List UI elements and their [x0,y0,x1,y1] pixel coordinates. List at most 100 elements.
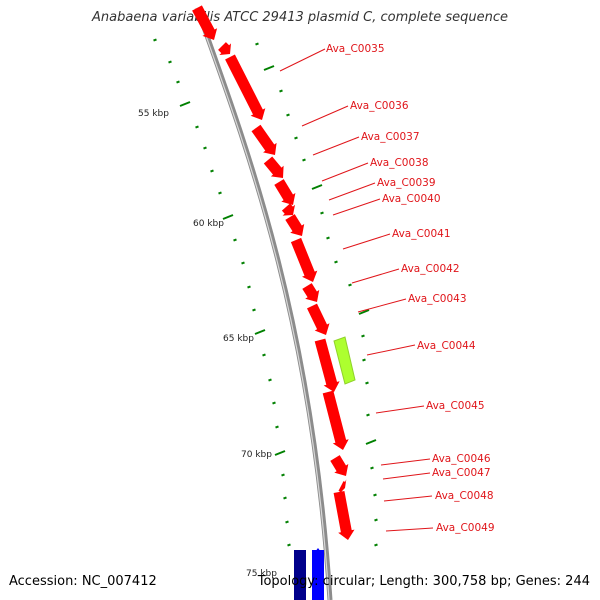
gene-label: Ava_C0037 [361,131,420,143]
scale-tick [153,38,157,42]
accession-label: Accession: NC_007412 [9,574,157,589]
label-leader [279,48,326,72]
scale-label: 65 kbp [223,334,254,344]
scale-tick [241,261,245,265]
scale-tick [218,191,222,195]
gene-arrow [307,303,330,335]
scale-tick [281,473,285,477]
label-leader [321,162,369,182]
scale-tick [358,309,370,315]
scale-tick [263,65,275,71]
label-leaders [279,48,434,532]
label-leader [366,344,416,356]
label-leader [380,458,431,466]
scale-tick [294,136,298,140]
gene-label: Ava_C0041 [392,228,451,240]
scale-label: 55 kbp [138,109,169,119]
scale-label: 75 kbp [246,569,277,579]
scale-tick [247,285,251,289]
gene-arrow [302,283,320,302]
label-leader [375,405,425,414]
label-leader [342,233,391,250]
scale-tick [210,169,214,173]
gene-label: Ava_C0040 [382,193,441,205]
gene-label: Ava_C0039 [377,177,436,189]
scale-tick [362,358,366,362]
gene-block-blue-head [312,548,324,556]
gene-label: Ava_C0038 [370,157,429,169]
scale-label: 70 kbp [241,450,272,460]
gene-label: Ava_C0035 [326,43,385,55]
scale-tick [365,381,369,385]
scale-tick [302,158,306,162]
gene-arrow [338,479,347,495]
scale-tick [274,450,286,456]
gene-label: Ava_C0042 [401,263,460,275]
scale-tick [272,401,276,405]
gene-arrow [330,455,349,476]
label-leader [328,182,376,201]
label-leader [312,136,360,156]
gene-label: Ava_C0046 [432,453,491,465]
gene-label: Ava_C0036 [350,100,409,112]
scale-tick [365,439,377,445]
gene-block-blue [312,550,324,600]
label-leader [383,495,433,502]
label-leader [385,527,434,532]
gene-label: Ava_C0048 [435,490,494,502]
gene-label: Ava_C0043 [408,293,467,305]
scale-tick [168,60,172,64]
gene-label: Ava_C0049 [436,522,495,534]
scale-tick [252,308,256,312]
scale-tick [179,101,191,107]
gene-arrow [251,124,277,155]
gene-label: Ava_C0045 [426,400,485,412]
gene-arrow [263,156,284,178]
label-leader [301,105,349,127]
gene-label: Ava_C0044 [417,340,476,352]
sequence-summary: Topology: circular; Length: 300,758 bp; … [257,574,590,589]
scale-label: 60 kbp [193,219,224,229]
gene-arrow [281,203,295,216]
scale-tick [361,334,365,338]
scale-ticks [153,38,378,547]
gene-features [192,5,356,600]
highlighted-gene [333,336,356,385]
scale-tick [268,378,272,382]
scale-tick [254,329,266,335]
scale-tick [233,238,237,242]
label-leader [332,198,381,216]
scale-tick [262,353,266,357]
gene-arrow [314,338,340,392]
scale-tick [203,146,207,150]
scale-labels: 55 kbp 60 kbp 65 kbp 70 kbp 75 kbp [138,109,277,579]
gene-label: Ava_C0047 [432,467,491,479]
scale-tick [366,413,370,417]
label-leader [357,298,407,313]
scale-tick [286,113,290,117]
scale-tick [275,425,279,429]
scale-tick [334,260,338,264]
scale-tick [311,184,323,190]
scale-tick [176,80,180,84]
scale-tick [222,214,234,220]
scale-tick [348,283,352,287]
label-leader [382,472,431,480]
scale-tick [285,520,289,524]
scale-tick [373,493,377,497]
backbone-highlight [195,7,330,600]
backbone-arc [194,7,333,600]
scale-tick [287,543,291,547]
scale-tick [374,543,378,547]
gene-arrow [290,237,318,282]
scale-tick [283,496,287,500]
gene-arrow [192,5,218,40]
scale-tick [255,42,259,46]
gene-arrow [285,214,305,236]
gene-arrow [333,491,355,540]
scale-tick [320,211,324,215]
gene-labels: Ava_C0035 Ava_C0036 Ava_C0037 Ava_C0038 Ava_… [326,43,495,534]
scale-tick [279,89,283,93]
gene-block-dark [294,550,306,600]
